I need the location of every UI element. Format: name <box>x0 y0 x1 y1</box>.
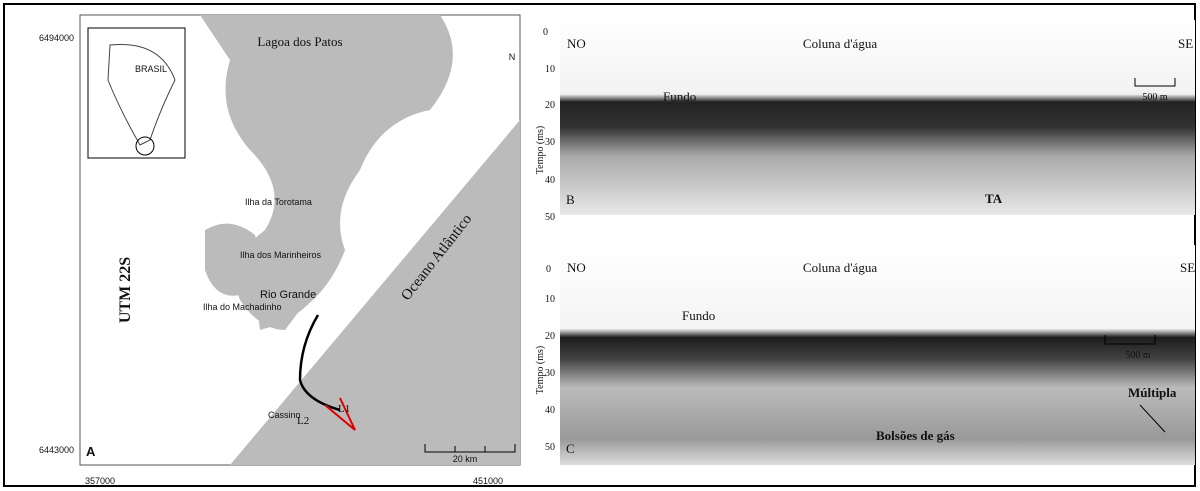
arrow <box>1139 404 1166 433</box>
tick-label: 50 <box>545 212 555 223</box>
water-label: Coluna d'água <box>803 260 877 275</box>
tick-label: 30 <box>545 368 555 379</box>
north: N <box>509 52 516 62</box>
coord-label: 357000 <box>85 476 115 486</box>
seismic-image <box>560 245 1195 465</box>
tick-label: 20 <box>545 331 555 342</box>
seismic-image <box>560 20 1195 215</box>
map-panel: BRASIL Lagoa dos Patos N UTM 22S Ilha da… <box>39 14 521 486</box>
line-label: L2 <box>297 415 309 427</box>
coord-label: 6443000 <box>39 445 74 455</box>
gas-label: Bolsões de gás <box>876 428 955 443</box>
tick-label: 0 <box>543 27 548 38</box>
inset-circle <box>135 136 155 156</box>
island-label: Ilha do Machadinho <box>203 302 282 312</box>
scale-label: 500 m <box>1125 350 1151 361</box>
lagoon-south <box>205 223 258 296</box>
line-l2 <box>298 314 341 412</box>
tick-label: 10 <box>545 294 555 305</box>
inset-label: BRASIL <box>135 64 167 74</box>
island-label: Ilha da Torotama <box>245 197 312 207</box>
multiple-label: Múltipla <box>1128 385 1177 400</box>
line-l1 <box>324 397 356 431</box>
panel-label: A <box>86 444 96 459</box>
panel-label: C <box>566 441 575 456</box>
profile-c: NO Coluna d'água SE 500 m Fundo Bolsões … <box>535 245 1195 465</box>
scale-label: 20 km <box>453 454 478 464</box>
tick-label: 10 <box>545 64 555 75</box>
tick-label: 40 <box>545 175 555 186</box>
projection: UTM 22S <box>117 257 134 323</box>
tick-label: 40 <box>545 405 555 416</box>
panel-label: B <box>566 192 575 207</box>
city-label: Rio Grande <box>260 289 316 301</box>
scale-bar <box>424 444 516 453</box>
water-label: Coluna d'água <box>803 36 877 51</box>
tick-label: 0 <box>546 264 551 275</box>
direction-label: NO <box>567 260 586 275</box>
ocean <box>230 120 520 465</box>
lagoon-label: Lagoa dos Patos <box>257 34 342 49</box>
unit-label: TA <box>985 191 1003 206</box>
tick-label: 50 <box>545 442 555 453</box>
beach-label: Cassino <box>268 410 301 420</box>
direction-label: NO <box>567 36 586 51</box>
axis-label: Tempo (ms) <box>535 346 546 394</box>
tick-label: 30 <box>545 137 555 148</box>
profile-b: NO Coluna d'água SE 500 m Fundo TA B Tem… <box>535 20 1195 223</box>
floor-label: Fundo <box>663 89 696 104</box>
scale-bar <box>1104 335 1156 345</box>
direction-label: SE <box>1180 260 1195 275</box>
island-label: Ilha dos Marinheiros <box>240 250 322 260</box>
line-label: L1 <box>338 403 350 415</box>
inset-country <box>107 43 176 146</box>
scale-bar <box>1134 78 1176 87</box>
axis-label: Tempo (ms) <box>535 126 546 174</box>
coord-label: 6494000 <box>39 33 74 43</box>
scale-label: 500 m <box>1142 92 1168 103</box>
tick-label: 20 <box>545 100 555 111</box>
estuary <box>255 278 320 330</box>
direction-label: SE <box>1178 36 1193 51</box>
floor-label: Fundo <box>682 308 715 323</box>
lagoon <box>200 15 453 330</box>
coord-label: 451000 <box>473 476 503 486</box>
